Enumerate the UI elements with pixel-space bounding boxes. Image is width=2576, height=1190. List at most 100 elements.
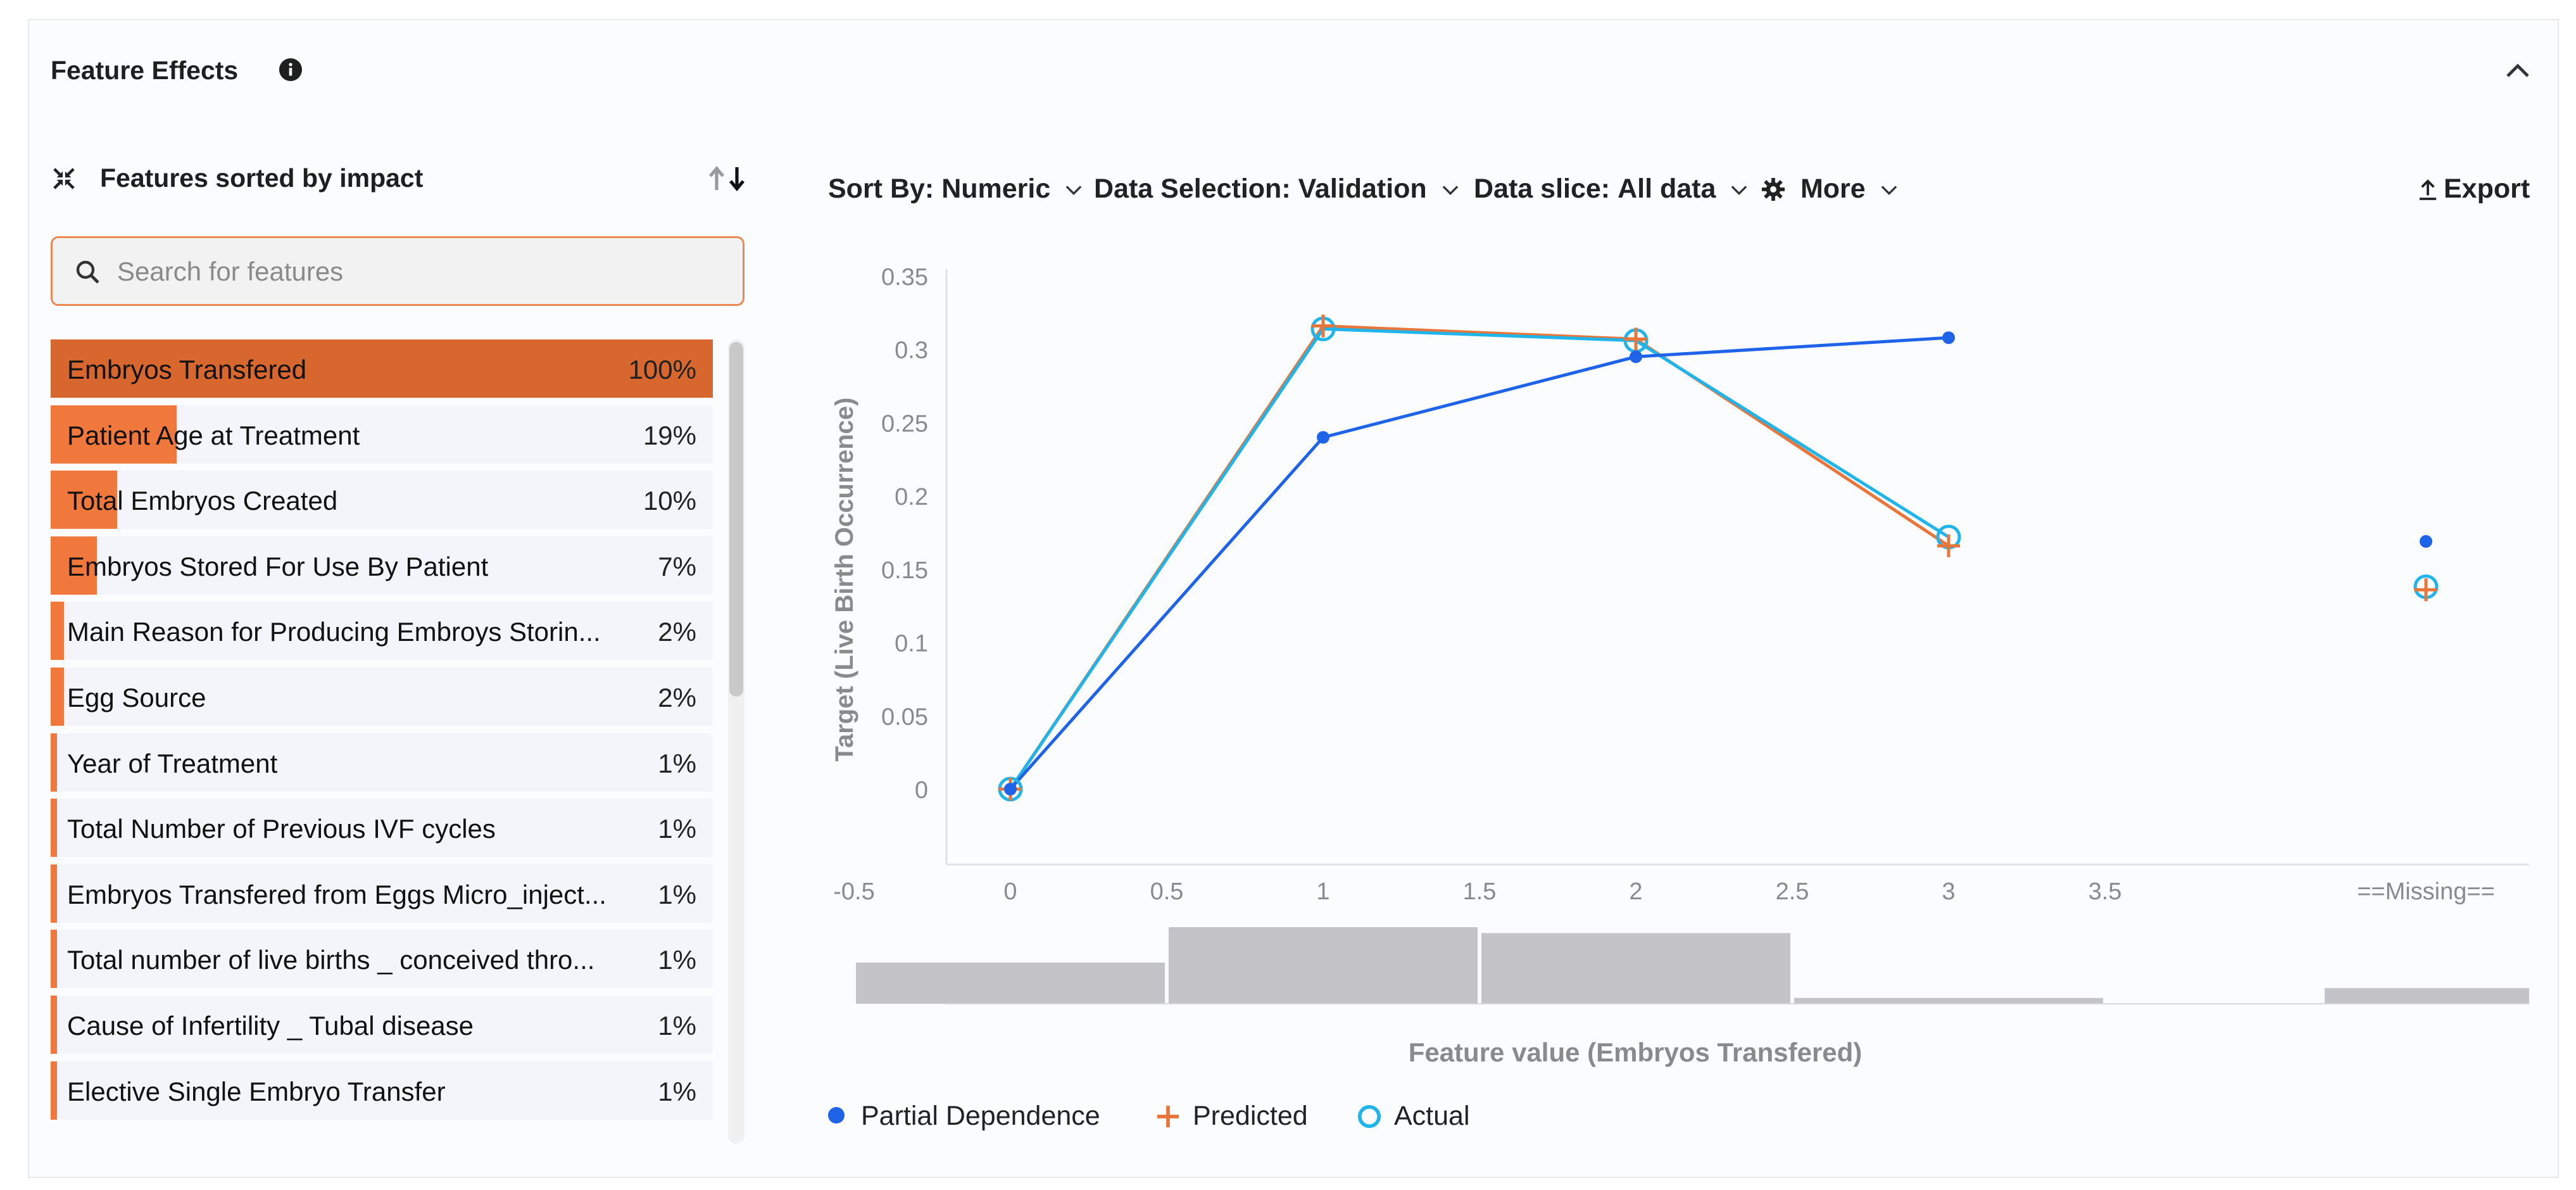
data-selection-value: Validation [1298,174,1427,204]
search-input[interactable] [116,248,726,295]
legend-actual[interactable]: Actual [1357,1101,1470,1132]
y-tick-label: 0.3 [895,338,928,364]
feature-list-item[interactable]: Patient Age at Treatment 19% [51,405,713,464]
page-title: Feature Effects [51,56,239,85]
upload-icon [2419,179,2437,200]
data-selection-dropdown[interactable]: Data Selection: Validation [1094,174,1459,205]
feature-impact-value: 1% [658,814,696,844]
chevron-down-icon [1731,185,1747,195]
partial-dependence-point [1942,331,1955,345]
feature-impact-value: 2% [658,683,696,712]
feature-impact-value: 19% [643,420,696,450]
impact-bar [51,799,58,858]
series-line-partial-dependence [1009,336,1949,790]
feature-list-item[interactable]: Main Reason for Producing Embroys Storin… [51,602,713,661]
feature-list-item[interactable]: Total Number of Previous IVF cycles 1% [51,799,713,858]
y-tick-label: 0.1 [895,631,928,657]
export-label: Export [2444,174,2530,204]
feature-impact-value: 10% [643,486,696,516]
feature-list-item[interactable]: Embryos Transfered 100% [51,339,713,398]
legend-partial-dependence[interactable]: Partial Dependence [828,1101,1100,1132]
x-tick-label: 2 [1629,878,1642,905]
y-tick-label: 0.2 [895,484,928,510]
impact-bar [51,733,58,792]
y-tick-label: 0 [915,777,928,804]
partial-dependence-point [1317,431,1329,444]
sort-by-label: Sort By: [828,174,934,204]
legend-circle-icon [1357,1105,1381,1129]
feature-list-item[interactable]: Embryos Transfered from Eggs Micro_injec… [51,864,713,923]
feature-impact-value: 1% [658,1076,696,1106]
y-tick-label: 0.15 [881,557,928,584]
feature-impact-value: 7% [658,551,696,581]
feature-list-item[interactable]: Total number of live births _ conceived … [51,930,713,989]
feature-list-item[interactable]: Embryos Stored For Use By Patient 7% [51,536,713,595]
data-selection-label: Data Selection: [1094,174,1291,204]
feature-name: Year of Treatment [67,748,278,778]
legend-predicted[interactable]: Predicted [1156,1101,1308,1132]
more-label: More [1800,174,1866,204]
sort-by-dropdown[interactable]: Sort By: Numeric [828,174,1082,205]
impact-bar [51,864,58,923]
feature-impact-value: 2% [658,617,696,647]
scrollbar-thumb[interactable] [729,342,743,697]
feature-name: Patient Age at Treatment [67,420,360,450]
data-slice-dropdown[interactable]: Data slice: All data [1474,174,1747,205]
search-icon [76,260,99,284]
partial-dependence-point [1630,350,1642,364]
feature-impact-value: 1% [658,748,696,778]
partial-dependence-point [2420,535,2432,548]
feature-name: Total number of live births _ conceived … [67,945,595,975]
data-slice-label: Data slice: [1474,174,1611,204]
feature-list-item[interactable]: Elective Single Embryo Transfer 1% [51,1061,713,1120]
feature-name: Embryos Transfered [67,355,307,384]
legend-label: Partial Dependence [861,1101,1100,1131]
features-panel-title: Features sorted by impact [100,163,424,193]
feature-name: Main Reason for Producing Embroys Storin… [67,617,601,647]
feature-name: Egg Source [67,683,206,712]
compress-icon[interactable] [52,167,76,191]
feature-impact-value: 1% [658,1011,696,1041]
y-tick-label: 0.25 [881,410,928,437]
feature-name: Embryos Transfered from Eggs Micro_injec… [67,879,606,909]
feature-list: Embryos Transfered 100% Patient Age at Tre… [51,339,747,1144]
histogram-bar [1481,933,1790,1004]
histogram-bar [856,962,1165,1004]
feature-list-item[interactable]: Cause of Infertility _ Tubal disease 1% [51,996,713,1054]
histogram-missing-bar [2325,988,2529,1004]
feature-name: Total Number of Previous IVF cycles [67,814,496,844]
legend-label: Predicted [1193,1101,1308,1131]
feature-name: Total Embryos Created [67,486,338,516]
impact-bar [51,536,97,595]
feature-name: Elective Single Embryo Transfer [67,1076,446,1106]
y-tick-label: 0.35 [881,264,928,291]
histogram-bar [1169,927,1478,1004]
data-slice-value: All data [1618,174,1716,204]
feature-name: Embryos Stored For Use By Patient [67,551,489,581]
legend-dot-icon [828,1107,845,1124]
y-tick-label: 0.05 [881,704,928,730]
series-line-actual [1008,327,1950,790]
feature-list-item[interactable]: Year of Treatment 1% [51,733,713,792]
feature-impact-value: 1% [658,879,696,909]
impact-bar [51,405,177,464]
feature-list-item[interactable]: Egg Source 2% [51,668,713,726]
impact-bar [51,602,64,661]
export-button[interactable]: Export [2418,174,2530,205]
info-circle-icon[interactable] [279,58,303,82]
sort-arrows-icon[interactable] [704,163,750,194]
chevron-down-icon [1881,185,1897,195]
chevron-up-icon[interactable] [2504,58,2532,84]
y-axis-label: Target (Live Birth Occurrence) [831,398,858,762]
x-tick-label: 0 [1003,878,1017,905]
impact-bar [51,930,58,989]
impact-bar [51,471,117,529]
impact-bar [51,668,64,726]
x-tick-label: 3 [1942,878,1955,905]
feature-list-item[interactable]: Total Embryos Created 10% [51,471,713,529]
feature-name: Cause of Infertility _ Tubal disease [67,1011,474,1041]
chevron-down-icon [1442,185,1458,195]
more-dropdown[interactable]: More [1761,174,1897,205]
histogram-bar [1794,997,2103,1004]
